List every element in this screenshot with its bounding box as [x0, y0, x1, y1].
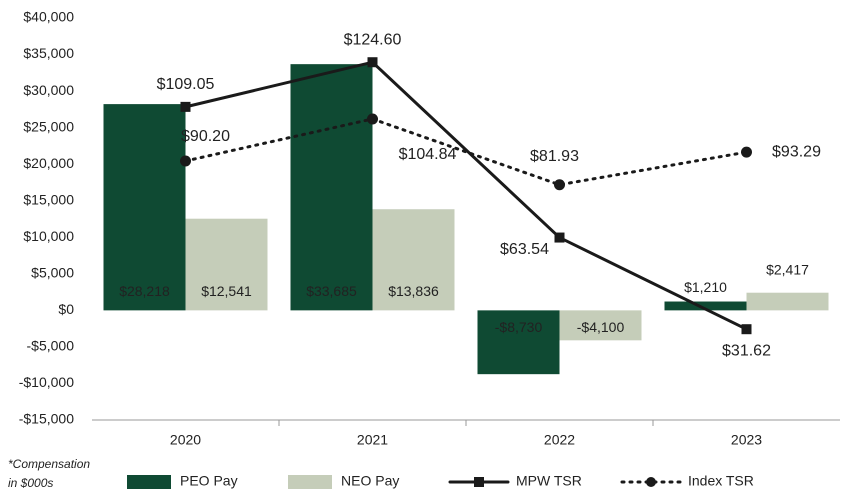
note: in $000s — [8, 476, 53, 490]
legend-swatch — [288, 475, 332, 489]
legend-swatch — [127, 475, 171, 489]
data-label: $1,210 — [684, 279, 727, 295]
marker — [554, 232, 565, 243]
y-tick-label: $25,000 — [23, 118, 74, 134]
bar — [559, 310, 642, 341]
data-label: $93.29 — [772, 143, 821, 160]
data-label: -$8,730 — [495, 319, 543, 335]
line — [184, 117, 748, 187]
legend-label: MPW TSR — [516, 473, 582, 489]
note: *Compensation — [8, 457, 90, 471]
marker — [741, 324, 752, 335]
x-tick-label: 2023 — [731, 432, 762, 448]
marker — [367, 57, 378, 68]
marker — [180, 155, 191, 167]
bar — [185, 218, 268, 311]
y-tick-label: $20,000 — [23, 155, 74, 171]
data-label: $31.62 — [722, 342, 771, 359]
y-tick-label: -$15,000 — [19, 411, 74, 427]
y-tick-label: -$10,000 — [19, 374, 74, 390]
legend-marker — [474, 477, 484, 487]
y-tick-label: $35,000 — [23, 45, 74, 61]
x-tick-label: 2022 — [544, 432, 575, 448]
legend-marker — [646, 477, 656, 487]
marker — [180, 101, 191, 112]
marker — [741, 146, 752, 158]
data-label: $33,685 — [306, 283, 357, 299]
data-label: $90.20 — [181, 128, 230, 145]
x-tick-label: 2021 — [357, 432, 388, 448]
bar — [290, 64, 373, 311]
y-tick-label: $15,000 — [23, 191, 74, 207]
data-label: $12,541 — [201, 283, 252, 299]
data-label: $124.60 — [344, 31, 402, 48]
data-label: $28,218 — [119, 283, 170, 299]
y-tick-label: $30,000 — [23, 82, 74, 98]
data-label: $2,417 — [766, 261, 809, 277]
data-label: $81.93 — [530, 148, 579, 165]
data-label: $13,836 — [388, 283, 439, 299]
bar — [477, 310, 560, 375]
data-label: $104.84 — [399, 146, 457, 163]
legend-label: Index TSR — [688, 473, 754, 489]
y-tick-label: $10,000 — [23, 228, 74, 244]
y-tick-label: $40,000 — [23, 9, 74, 25]
marker — [367, 113, 378, 125]
x-tick-label: 2020 — [170, 432, 201, 448]
data-label: -$4,100 — [577, 319, 625, 335]
data-label: $63.54 — [500, 241, 549, 258]
bar — [746, 292, 829, 311]
bar — [372, 209, 455, 311]
legend-label: NEO Pay — [341, 473, 399, 489]
y-tick-label: $5,000 — [31, 265, 74, 281]
y-tick-label: -$5,000 — [27, 338, 75, 354]
legend-label: PEO Pay — [180, 473, 238, 489]
data-label: $109.05 — [157, 76, 215, 93]
marker — [554, 179, 565, 191]
line — [184, 60, 748, 331]
bar — [103, 104, 186, 311]
bar — [664, 301, 747, 311]
y-tick-label: $0 — [58, 301, 74, 317]
